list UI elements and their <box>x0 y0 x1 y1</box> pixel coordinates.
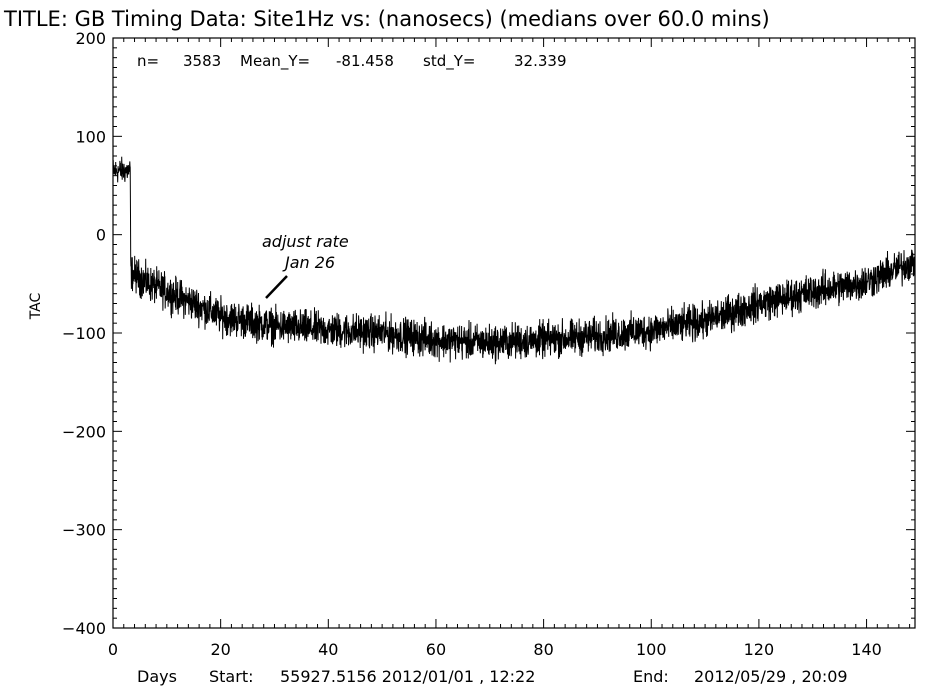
y-tick-label: −300 <box>62 521 106 540</box>
x-tick-label: 60 <box>426 640 446 659</box>
chart-title: TITLE: GB Timing Data: Site1Hz vs: (nano… <box>3 7 770 31</box>
footer-end-label: End: <box>633 667 669 686</box>
footer-line: Days Start: 55927.5156 2012/01/01 , 12:2… <box>137 667 848 686</box>
y-tick-label: −200 <box>62 422 106 441</box>
stats-std-label: std_Y= <box>423 52 475 71</box>
stats-line: n= 3583 Mean_Y= -81.458 std_Y= 32.339 <box>137 52 567 71</box>
series-line-tac <box>112 156 916 365</box>
axis-ticks <box>112 37 915 629</box>
x-tick-label: 120 <box>744 640 775 659</box>
y-axis-label: TAC <box>28 292 44 320</box>
footer-start-value: 55927.5156 2012/01/01 , 12:22 <box>280 667 535 686</box>
x-tick-label: 20 <box>210 640 230 659</box>
y-tick-label: −400 <box>62 619 106 638</box>
stats-n-value: 3583 <box>183 52 221 70</box>
stats-n-label: n= <box>137 52 159 70</box>
footer-end-value: 2012/05/29 , 20:09 <box>694 667 848 686</box>
y-tick-label: −100 <box>62 324 106 343</box>
y-tick-label: 0 <box>96 226 106 245</box>
footer-days: Days <box>137 667 177 686</box>
stats-mean-label: Mean_Y= <box>240 52 310 71</box>
y-tick-labels: 200 100 0 −100 −200 −300 −400 <box>62 29 106 638</box>
x-tick-label: 140 <box>851 640 882 659</box>
annotation-line1: adjust rate <box>262 232 349 251</box>
stats-mean-value: -81.458 <box>336 52 394 70</box>
y-tick-label: 200 <box>75 29 106 48</box>
y-tick-label: 100 <box>75 127 106 146</box>
annotation-pointer <box>265 275 288 299</box>
annotation-line2: Jan 26 <box>282 253 335 272</box>
stats-std-value: 32.339 <box>514 52 567 70</box>
x-tick-label: 100 <box>636 640 667 659</box>
footer-start-label: Start: <box>209 667 253 686</box>
x-tick-label: 80 <box>533 640 553 659</box>
x-tick-labels: 0 20 40 60 80 100 120 140 <box>108 640 882 659</box>
x-tick-label: 40 <box>318 640 338 659</box>
x-tick-label: 0 <box>108 640 118 659</box>
